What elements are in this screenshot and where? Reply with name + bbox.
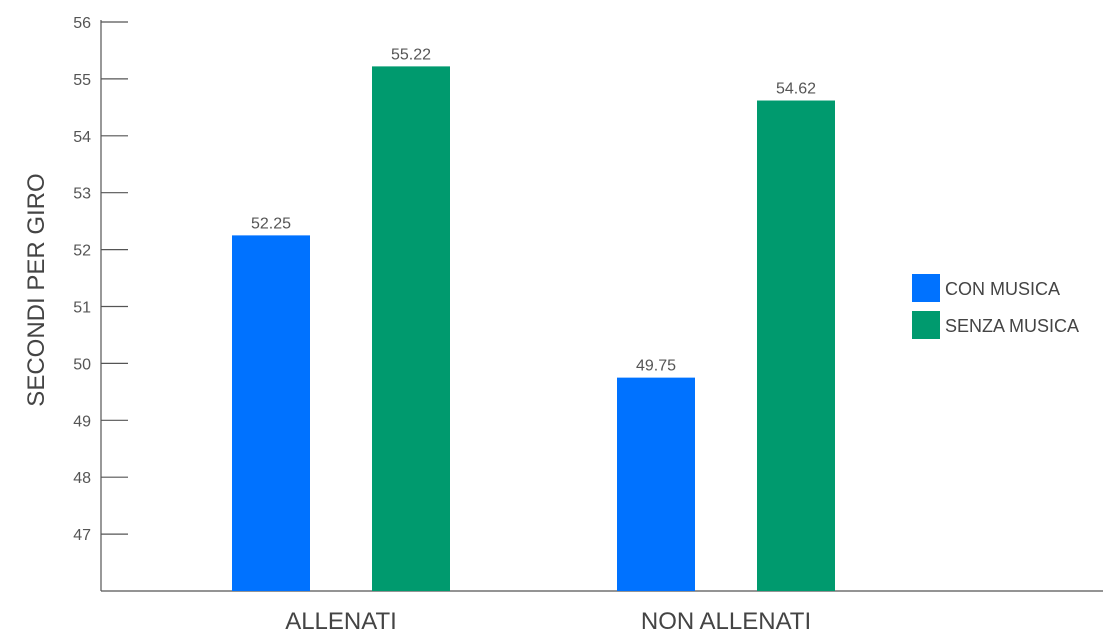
y-axis-title: SECONDI PER GIRO xyxy=(23,173,50,406)
bar-value-label: 49.75 xyxy=(636,358,676,375)
y-tick-label: 52 xyxy=(73,243,91,260)
y-tick-label: 54 xyxy=(73,129,91,146)
bars xyxy=(232,66,835,591)
bar-value-label: 52.25 xyxy=(251,215,291,232)
bar xyxy=(372,66,450,591)
bar-value-label: 55.22 xyxy=(391,46,431,63)
y-tick-label: 50 xyxy=(73,356,91,373)
y-tick-label: 49 xyxy=(73,413,91,430)
legend-swatch xyxy=(912,274,940,302)
legend-label: SENZA MUSICA xyxy=(945,316,1079,336)
bar-value-labels: 52.25 49.75 55.22 54.62 xyxy=(251,46,816,374)
x-category-label: ALLENATI xyxy=(285,608,397,634)
y-tick-label: 56 xyxy=(73,15,91,32)
x-axis-category-labels: ALLENATI NON ALLENATI xyxy=(285,608,811,634)
y-tick-label: 55 xyxy=(73,72,91,89)
legend-swatch xyxy=(912,311,940,339)
bar xyxy=(232,235,310,591)
y-tick-label: 53 xyxy=(73,186,91,203)
y-tick-label: 47 xyxy=(73,527,91,544)
x-category-label: NON ALLENATI xyxy=(641,608,811,634)
y-axis-ticks: 47 48 49 50 51 52 53 54 55 56 xyxy=(73,15,128,544)
y-tick-label: 51 xyxy=(73,300,91,317)
legend-label: CON MUSICA xyxy=(945,279,1060,299)
y-tick-label: 48 xyxy=(73,470,91,487)
bar xyxy=(757,100,835,591)
bar xyxy=(617,377,695,591)
legend: CON MUSICA SENZA MUSICA xyxy=(912,274,1079,339)
bar-value-label: 54.62 xyxy=(776,81,816,98)
